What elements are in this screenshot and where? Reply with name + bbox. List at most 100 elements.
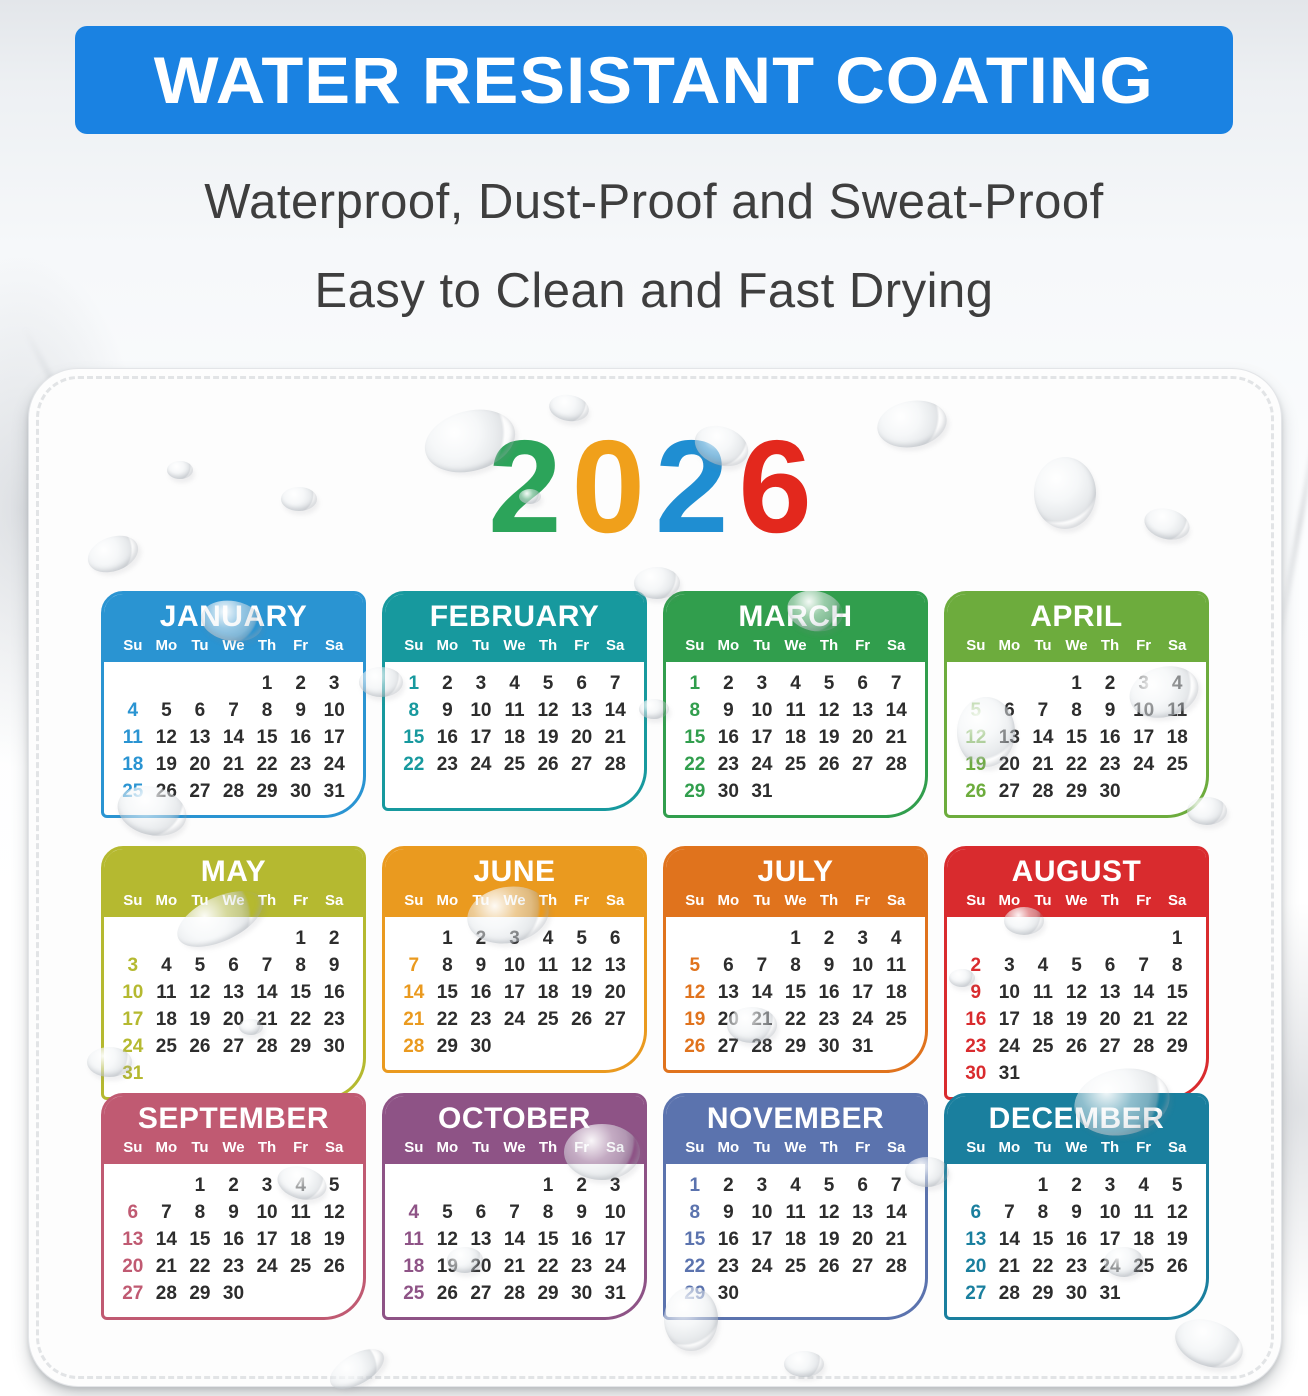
day-cell: 27 xyxy=(189,780,211,802)
day-cell: 4 xyxy=(295,1174,306,1196)
weekday-label: Th xyxy=(257,1139,277,1156)
day-cell: 2 xyxy=(576,1174,587,1196)
day-cell: 12 xyxy=(571,954,593,976)
weekday-label: Tu xyxy=(191,892,209,909)
weekday-label: Fr xyxy=(293,1139,309,1156)
day-cell: 14 xyxy=(998,1228,1020,1250)
day-cell: 11 xyxy=(1032,981,1053,1003)
day-cell: 19 xyxy=(323,1228,345,1250)
day-grid: 1 2 3 4 5 6 7 8 9 10 11 12 13 14 15 16 17 18 19 20 21 22 23 24 2… xyxy=(666,662,925,815)
day-cell: 15 xyxy=(537,1228,559,1250)
day-cell: 1 xyxy=(1071,672,1082,694)
day-cell: 9 xyxy=(576,1201,587,1223)
day-cell: 23 xyxy=(1065,1255,1088,1277)
day-cell: 1 xyxy=(442,927,453,949)
day-cell-empty xyxy=(317,1060,351,1087)
day-cell: 15 xyxy=(684,1228,706,1250)
day-cell: 12 xyxy=(818,1201,840,1223)
weekday-label: Sa xyxy=(606,892,625,909)
day-cell: 24 xyxy=(604,1255,626,1277)
weekday-label: Th xyxy=(538,892,558,909)
day-cell: 2 xyxy=(723,1174,734,1196)
day-cell: 31 xyxy=(852,1035,874,1057)
day-cell: 10 xyxy=(751,1201,773,1223)
day-cell-empty xyxy=(464,1172,498,1199)
day-cell: 27 xyxy=(852,1255,874,1277)
day-cell: 10 xyxy=(1099,1201,1121,1223)
weekday-label: We xyxy=(784,637,807,654)
day-cell-empty xyxy=(846,778,880,805)
day-cell: 26 xyxy=(571,1008,593,1030)
day-cell-empty xyxy=(217,670,251,697)
day-cell: 13 xyxy=(998,726,1020,748)
day-cell: 30 xyxy=(571,1282,593,1304)
water-droplet xyxy=(784,1351,824,1377)
day-cell: 22 xyxy=(684,753,706,775)
day-cell: 31 xyxy=(604,1282,626,1304)
month-card-july: JULY Su Mo Tu We Th Fr Sa 1 2 3 4 5 6 7 8 9 10 11 12 13 14 15 1… xyxy=(663,846,928,1073)
day-cell: 8 xyxy=(261,699,273,721)
day-cell-empty xyxy=(959,1172,993,1199)
day-cell: 17 xyxy=(1099,1228,1121,1250)
year-digit: 2 xyxy=(655,413,739,560)
day-cell: 28 xyxy=(885,753,907,775)
day-cell: 22 xyxy=(189,1255,211,1277)
weekday-label: Fr xyxy=(574,892,590,909)
day-cell: 30 xyxy=(818,1035,840,1057)
day-cell-empty xyxy=(1093,925,1127,952)
day-cell-empty xyxy=(250,925,284,952)
day-cell: 4 xyxy=(790,672,801,694)
day-cell: 9 xyxy=(970,981,982,1003)
day-cell-empty xyxy=(397,925,431,952)
day-cell: 10 xyxy=(852,954,874,976)
subtitle: Waterproof, Dust-Proof and Sweat-Proof E… xyxy=(0,158,1308,336)
subtitle-line-1: Waterproof, Dust-Proof and Sweat-Proof xyxy=(204,175,1104,229)
day-cell: 11 xyxy=(1167,699,1188,721)
day-cell: 13 xyxy=(852,1201,874,1223)
day-cell-empty xyxy=(812,1280,846,1307)
day-cell: 2 xyxy=(1104,672,1116,694)
weekday-label: Tu xyxy=(191,637,209,654)
month-card-september: SEPTEMBER Su Mo Tu We Th Fr Sa 1 2 3 4 5 6 7 8 9 10 11 12 13… xyxy=(101,1093,366,1320)
day-cell: 3 xyxy=(328,672,340,694)
day-cell: 1 xyxy=(689,1174,701,1196)
weekday-label: Fr xyxy=(855,637,871,654)
weekday-label: Sa xyxy=(1168,892,1187,909)
day-cell: 18 xyxy=(122,753,144,775)
year-digit: 2 xyxy=(488,413,572,560)
day-cell: 23 xyxy=(965,1035,987,1057)
month-card-august: AUGUST Su Mo Tu We Th Fr Sa 1 2 3 4 5 6 7 8 9 10 11 12 13 14 1… xyxy=(944,846,1209,1100)
day-cell-empty xyxy=(317,1280,351,1307)
day-cell: 11 xyxy=(785,1201,806,1223)
day-cell: 20 xyxy=(222,1008,245,1030)
weekday-label: Mo xyxy=(436,637,459,654)
day-cell: 6 xyxy=(970,1201,982,1223)
weekday-label: Th xyxy=(257,637,277,654)
day-cell: 2 xyxy=(970,954,982,976)
weekday-label: Mo xyxy=(998,892,1021,909)
weekday-label: We xyxy=(222,892,245,909)
weekday-label: Mo xyxy=(998,637,1021,654)
day-cell: 1 xyxy=(1037,1174,1049,1196)
day-cell: 22 xyxy=(784,1008,807,1030)
day-cell: 9 xyxy=(328,954,340,976)
day-cell: 28 xyxy=(1032,780,1054,802)
year-digit: 0 xyxy=(571,413,655,560)
day-cell: 16 xyxy=(571,1228,593,1250)
month-header: DECEMBER Su Mo Tu We Th Fr Sa xyxy=(947,1096,1206,1164)
weekday-row: Su Mo Tu We Th Fr Sa xyxy=(114,637,353,654)
day-cell: 25 xyxy=(537,1008,559,1030)
day-cell: 14 xyxy=(256,981,278,1003)
weekday-label: Mo xyxy=(717,637,740,654)
day-cell: 7 xyxy=(890,672,902,694)
day-cell-empty xyxy=(183,925,217,952)
day-cell: 19 xyxy=(537,726,559,748)
day-cell: 3 xyxy=(756,672,768,694)
weekday-label: Sa xyxy=(887,1139,906,1156)
month-header: NOVEMBER Su Mo Tu We Th Fr Sa xyxy=(666,1096,925,1164)
day-cell: 19 xyxy=(1166,1228,1188,1250)
day-cell-empty xyxy=(1160,778,1194,805)
day-cell: 26 xyxy=(189,1035,211,1057)
day-cell: 8 xyxy=(1037,1201,1049,1223)
